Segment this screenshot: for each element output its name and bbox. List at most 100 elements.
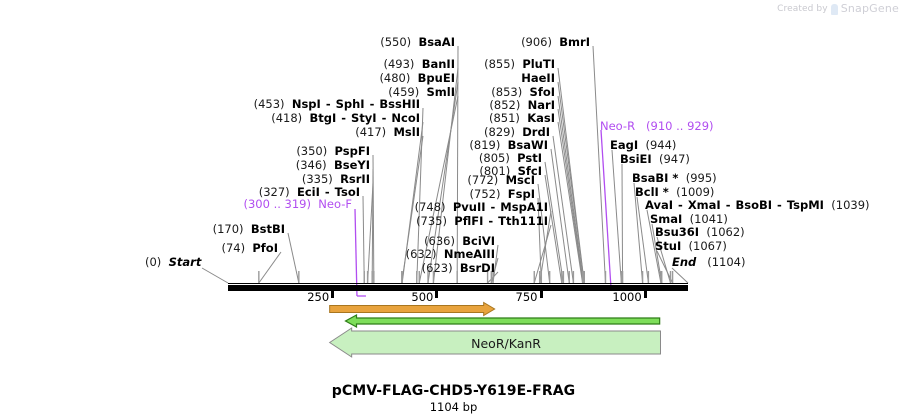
enzyme-name[interactable]: StuI <box>655 239 682 253</box>
primer-name: Neo-F <box>318 197 352 211</box>
enzyme-name[interactable]: RsrII <box>340 172 370 186</box>
enzyme-name[interactable]: XmaI <box>687 198 721 212</box>
enzyme-name[interactable]: BsaBI * <box>632 171 679 185</box>
site-position: (350) <box>296 144 335 158</box>
enzyme-name[interactable]: BanII <box>421 57 455 71</box>
leader-line <box>537 183 551 284</box>
leader-line <box>432 67 459 284</box>
site-separator: - <box>674 198 687 212</box>
enzyme-name[interactable]: SfoI <box>529 85 555 99</box>
leader-line <box>633 182 644 284</box>
watermark-brand: SnapGene <box>840 2 899 15</box>
enzyme-name[interactable]: PvuII <box>452 200 486 214</box>
terminus-label: (0) Start <box>145 256 201 269</box>
enzyme-name[interactable]: BsaAI <box>418 35 455 49</box>
restriction-site-label: (453) NspI - SphI - BssHII <box>254 98 420 111</box>
site-position: (636) <box>424 234 463 248</box>
site-separator: - <box>365 97 379 111</box>
site-position: (851) <box>488 111 528 125</box>
enzyme-name[interactable]: PluTI <box>522 57 555 71</box>
restriction-site-label: (418) BtgI - StyI - NcoI <box>271 112 420 125</box>
enzyme-name[interactable]: PstI <box>517 151 542 165</box>
site-position: (805) <box>478 151 518 165</box>
enzyme-name[interactable]: BseYI <box>333 158 370 172</box>
enzyme-name[interactable]: NspI <box>291 97 321 111</box>
enzyme-name[interactable]: BsiEI <box>620 152 652 166</box>
primer-label[interactable]: (300 .. 319) Neo-F <box>243 198 352 211</box>
primer-arrow-neo-r[interactable] <box>344 313 661 329</box>
enzyme-name[interactable]: NarI <box>527 98 555 112</box>
site-position: (906) <box>521 35 560 49</box>
enzyme-name[interactable]: EciI <box>296 185 320 199</box>
site-position: (829) <box>484 125 523 139</box>
restriction-site-label: (417) MslI <box>355 126 420 139</box>
enzyme-name[interactable]: Bsu36I <box>655 225 700 239</box>
restriction-site-label: (350) PspFI <box>296 145 370 158</box>
leader-line <box>537 197 542 284</box>
enzyme-name[interactable]: PfoI <box>252 241 278 255</box>
restriction-site-label: AvaI - XmaI - BsoBI - TspMI (1039) <box>645 199 870 212</box>
enzyme-name[interactable]: SphI <box>335 97 365 111</box>
leader-line <box>418 95 459 284</box>
restriction-site-label: (748) PvuII - MspA1I <box>415 201 548 214</box>
enzyme-name[interactable]: BsoBI <box>735 198 773 212</box>
restriction-site-label: BsaBI * (995) <box>632 172 717 185</box>
restriction-site-label: (852) NarI <box>489 99 555 112</box>
restriction-site-label: BclI * (1009) <box>635 186 714 199</box>
enzyme-name[interactable]: SmlI <box>426 85 456 99</box>
enzyme-name[interactable]: MspA1I <box>500 200 548 214</box>
restriction-site-label: (819) BsaWI <box>469 139 548 152</box>
primer-leader-line <box>600 129 612 291</box>
enzyme-name[interactable]: Tth111I <box>498 214 548 228</box>
enzyme-name[interactable]: BtgI <box>309 111 337 125</box>
enzyme-name[interactable]: NcoI <box>391 111 420 125</box>
leader-line <box>533 224 552 284</box>
site-position: (1041) <box>682 212 728 226</box>
enzyme-name[interactable]: DrdI <box>522 125 550 139</box>
site-position: (480) <box>379 71 418 85</box>
leader-line <box>544 161 564 284</box>
enzyme-name[interactable]: TsoI <box>334 185 360 199</box>
enzyme-name[interactable]: BciVI <box>462 234 495 248</box>
primer-arrow-neo-f[interactable] <box>329 301 496 317</box>
enzyme-name[interactable]: BssHII <box>379 97 420 111</box>
leader-lines <box>201 45 689 297</box>
enzyme-name[interactable]: BsaWI <box>507 138 548 152</box>
restriction-site-label: (346) BseYI <box>296 159 370 172</box>
enzyme-name[interactable]: TspMI <box>786 198 824 212</box>
site-separator: - <box>721 198 735 212</box>
site-position: (74) <box>221 241 253 255</box>
enzyme-name[interactable]: BclI * <box>635 185 669 199</box>
primer-label[interactable]: Neo-R (910 .. 929) <box>600 120 714 133</box>
feature-track <box>328 301 661 358</box>
site-position: (801) <box>479 164 518 178</box>
enzyme-name[interactable]: SmaI <box>650 212 683 226</box>
feature-arrow-neor-kanr[interactable] <box>328 327 661 358</box>
leader-line <box>544 174 563 284</box>
enzyme-name[interactable]: NmeAIII <box>443 247 495 261</box>
leader-line <box>552 135 574 284</box>
enzyme-name[interactable]: AvaI <box>645 198 674 212</box>
enzyme-name[interactable]: BmrI <box>559 35 590 49</box>
enzyme-name[interactable]: BpuEI <box>417 71 455 85</box>
enzyme-name[interactable]: StyI <box>351 111 377 125</box>
restriction-site-label: (853) SfoI <box>491 86 555 99</box>
enzyme-name[interactable]: PspFI <box>334 144 370 158</box>
leader-line <box>401 135 424 284</box>
enzyme-name[interactable]: BstBI <box>250 222 285 236</box>
site-position: (1039) <box>823 198 870 212</box>
enzyme-name[interactable]: MslI <box>393 125 420 139</box>
enzyme-name[interactable]: HaeII <box>521 71 555 85</box>
site-position: (853) <box>491 85 530 99</box>
site-separator: - <box>486 200 500 214</box>
enzyme-name[interactable]: BsrDI <box>459 261 495 275</box>
restriction-site-label: (480) BpuEI <box>379 72 455 85</box>
enzyme-name[interactable]: SfcI <box>517 164 542 178</box>
restriction-site-label: (735) PflFI - Tth111I <box>416 215 548 228</box>
enzyme-name[interactable]: FspI <box>507 187 535 201</box>
enzyme-name[interactable]: EagI <box>610 138 639 152</box>
site-position: (493) <box>383 57 422 71</box>
enzyme-name[interactable]: MscI <box>505 173 535 187</box>
enzyme-name[interactable]: PflFI <box>454 214 484 228</box>
enzyme-name[interactable]: KasI <box>527 111 555 125</box>
